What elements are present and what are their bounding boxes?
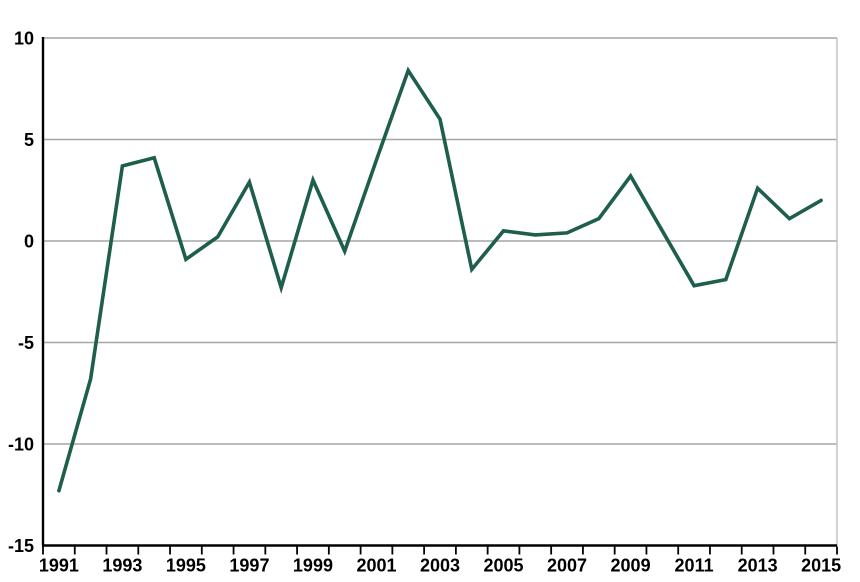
x-tick-label: 1997 [229,556,269,576]
x-tick-label: 2015 [801,556,841,576]
x-tick-label: 2007 [547,556,587,576]
y-tick-label: 5 [24,130,34,150]
y-tick-label: -5 [18,333,34,353]
x-tick-label: 1995 [166,556,206,576]
x-axis-labels: 1991 1993 1995 1997 1999 2001 2003 2005 2007 2009… [39,556,841,576]
x-axis-ticks [42,546,838,555]
y-tick-label: 0 [24,232,34,252]
data-series-line [57,66,823,493]
y-axis-labels: 10 5 0 -5 -10 -15 [8,29,34,557]
x-tick-label: 2001 [356,556,396,576]
x-tick-label: 1999 [293,556,333,576]
gridlines [43,37,837,445]
x-tick-label: 2009 [611,556,651,576]
x-tick-label: 2003 [420,556,460,576]
x-tick-label: 2005 [483,556,523,576]
y-tick-label: -10 [8,435,34,455]
y-tick-label: 10 [14,29,34,49]
series-line [57,66,823,493]
x-tick-label: 1991 [39,556,79,576]
axes [41,37,837,547]
x-tick-label: 2013 [738,556,778,576]
x-tick-label: 2011 [675,556,714,576]
y-tick-label: -15 [8,536,34,556]
x-tick-label: 1993 [102,556,142,576]
